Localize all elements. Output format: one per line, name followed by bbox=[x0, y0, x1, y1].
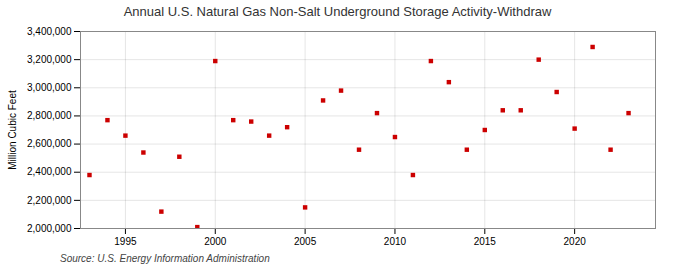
svg-text:2000: 2000 bbox=[204, 236, 227, 247]
html-text:Source: U.S. Energy Informatio: Source: U.S. Energy Information Administ… bbox=[60, 253, 270, 264]
svg-text:3,200,000: 3,200,000 bbox=[27, 54, 72, 65]
svg-text:2,800,000: 2,800,000 bbox=[27, 110, 72, 121]
svg-text:2015: 2015 bbox=[474, 236, 497, 247]
svg-text:2,200,000: 2,200,000 bbox=[27, 195, 72, 206]
svg-text:2010: 2010 bbox=[384, 236, 407, 247]
svg-text:2,000,000: 2,000,000 bbox=[27, 223, 72, 234]
svg-text:3,400,000: 3,400,000 bbox=[27, 26, 72, 37]
html-text:Annual U.S. Natural Gas Non-Sa: Annual U.S. Natural Gas Non-Salt Undergr… bbox=[123, 4, 552, 19]
svg-text:3,000,000: 3,000,000 bbox=[27, 82, 72, 93]
svg-text:Million Cubic Feet: Million Cubic Feet bbox=[7, 90, 18, 170]
svg-text:1995: 1995 bbox=[114, 236, 137, 247]
svg-text:2005: 2005 bbox=[294, 236, 317, 247]
svg-text:2,400,000: 2,400,000 bbox=[27, 166, 72, 177]
svg-text:2020: 2020 bbox=[564, 236, 587, 247]
svg-text:2,600,000: 2,600,000 bbox=[27, 138, 72, 149]
